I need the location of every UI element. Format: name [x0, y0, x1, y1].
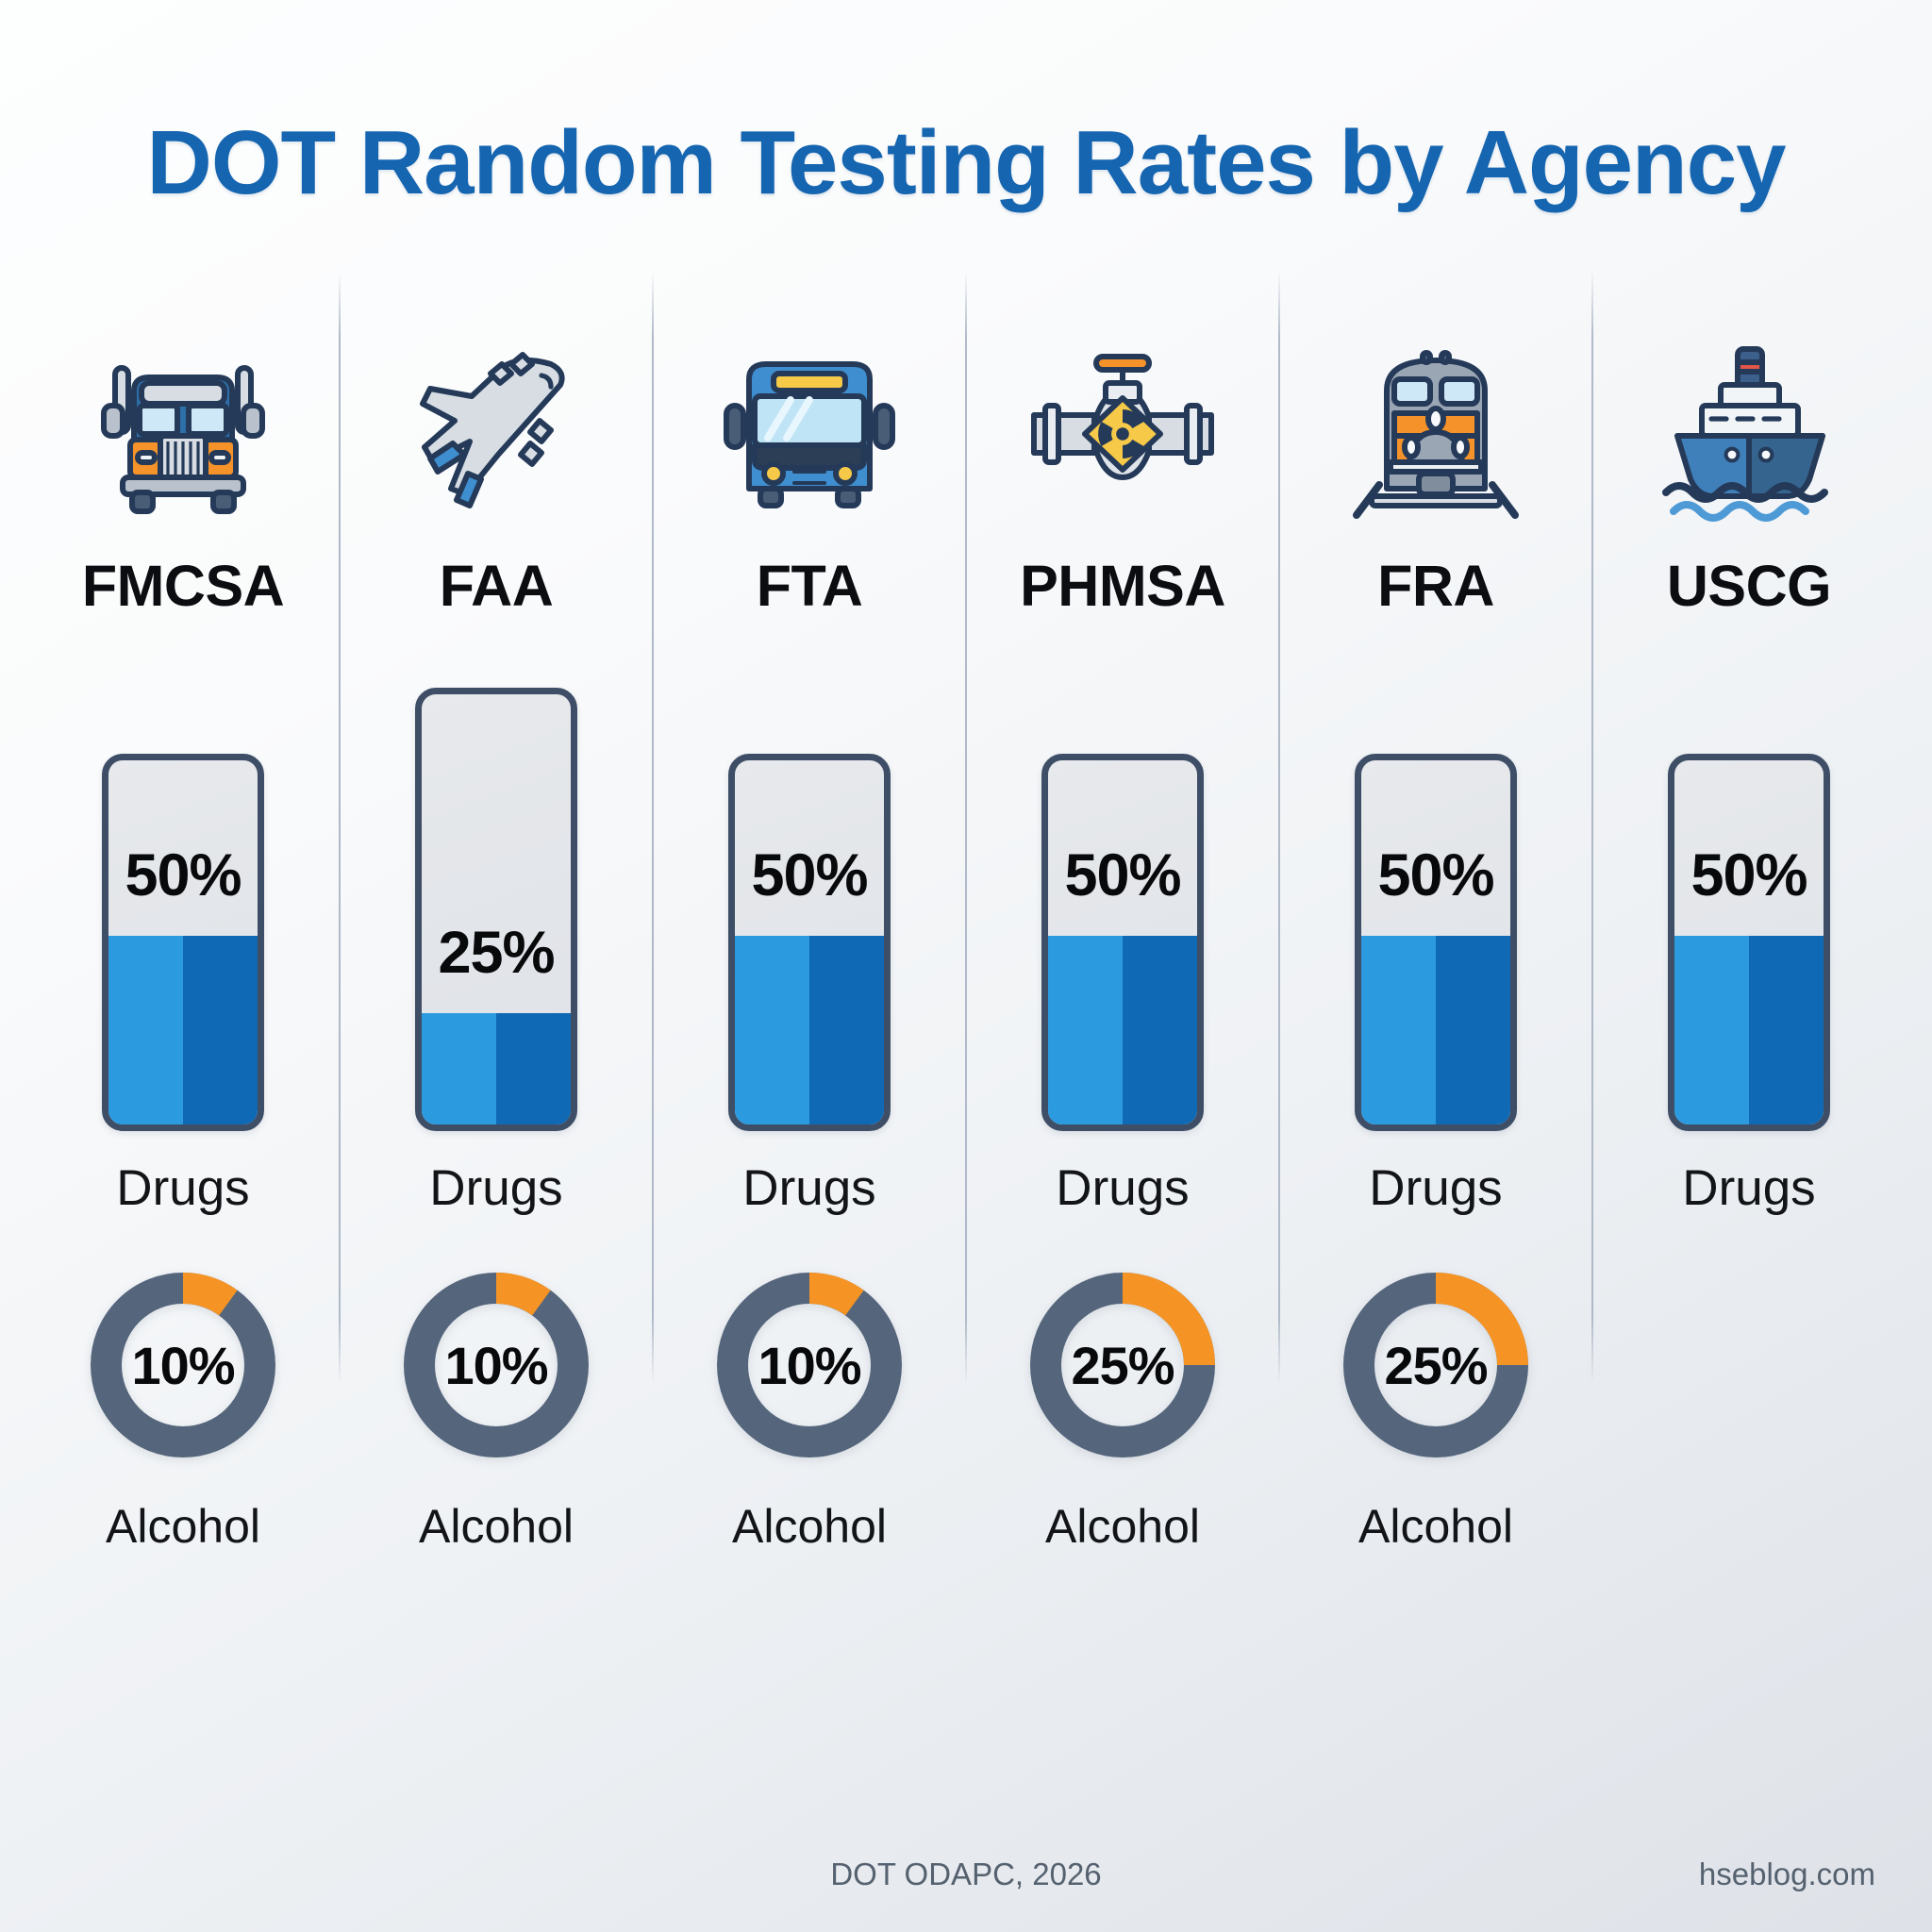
- agency-label: FRA: [1377, 554, 1494, 618]
- alcohol-rate-value: 10%: [131, 1335, 235, 1395]
- agency-grid: FMCSA 50% Drugs 10% Alcohol FAA 25% Drugs 10%…: [26, 271, 1906, 1807]
- alcohol-donut-caption: Alcohol: [106, 1500, 260, 1553]
- train-icon: [1341, 333, 1530, 531]
- drug-bar-fill: [735, 936, 884, 1124]
- drug-bar-fill-dark: [1123, 936, 1197, 1124]
- agency-label: FAA: [439, 554, 554, 618]
- drug-bar-fill-dark: [1436, 936, 1510, 1124]
- drug-bar-fill: [1674, 936, 1824, 1124]
- alcohol-rate-value: 25%: [1384, 1335, 1488, 1395]
- footer-source: DOT ODAPC, 2026: [830, 1857, 1102, 1891]
- drug-bar-caption: Drugs: [1682, 1160, 1816, 1216]
- alcohol-donut-slot: 25%: [1343, 1254, 1528, 1476]
- drug-bar-caption: Drugs: [742, 1160, 876, 1216]
- alcohol-rate-donut[interactable]: 25%: [1030, 1273, 1215, 1457]
- drug-bar-fill-light: [1361, 936, 1436, 1124]
- agency-label: FTA: [756, 554, 863, 618]
- agency-label: FMCSA: [81, 554, 285, 618]
- drug-rate-bar[interactable]: 50%: [728, 754, 891, 1131]
- drug-bar-slot: 50%: [102, 641, 264, 1131]
- drug-bar-caption: Drugs: [1056, 1160, 1190, 1216]
- drug-bar-fill-dark: [809, 936, 884, 1124]
- alcohol-donut-caption: Alcohol: [732, 1500, 887, 1553]
- drug-bar-fill-dark: [496, 1013, 571, 1124]
- alcohol-donut-caption: Alcohol: [419, 1500, 574, 1553]
- drug-bar-fill: [422, 1013, 571, 1124]
- alcohol-rate-donut[interactable]: 25%: [1343, 1273, 1528, 1457]
- alcohol-donut-caption: Alcohol: [1045, 1500, 1200, 1553]
- drug-rate-value: 25%: [438, 920, 555, 986]
- ship-icon: [1655, 333, 1843, 531]
- drug-rate-bar[interactable]: 50%: [102, 754, 264, 1131]
- alcohol-donut-caption: Alcohol: [1358, 1500, 1513, 1553]
- drug-bar-fill-light: [1048, 936, 1123, 1124]
- bus-icon: [715, 333, 904, 531]
- drug-bar-slot: 50%: [728, 641, 891, 1131]
- agency-label: USCG: [1666, 554, 1832, 618]
- drug-bar-caption: Drugs: [116, 1160, 250, 1216]
- agency-label: PHMSA: [1020, 554, 1225, 618]
- page-title: DOT Random Testing Rates by Agency: [146, 112, 1787, 213]
- agency-column-uscg: USCG 50% Drugs: [1591, 271, 1906, 1807]
- agency-column-phmsa: PHMSA 50% Drugs 25% Alcohol: [965, 271, 1279, 1807]
- alcohol-donut-slot: 10%: [717, 1254, 902, 1476]
- drug-bar-fill-light: [422, 1013, 496, 1124]
- drug-bar-fill: [1361, 936, 1510, 1124]
- drug-bar-slot: 25%: [415, 641, 577, 1131]
- drug-bar-fill: [1048, 936, 1197, 1124]
- alcohol-rate-donut[interactable]: 10%: [91, 1273, 275, 1457]
- alcohol-donut-slot: 10%: [91, 1254, 275, 1476]
- drug-bar-fill: [108, 936, 258, 1124]
- alcohol-rate-value: 25%: [1071, 1335, 1174, 1395]
- alcohol-rate-value: 10%: [758, 1335, 861, 1395]
- alcohol-rate-donut[interactable]: 10%: [404, 1273, 589, 1457]
- alcohol-rate-donut[interactable]: 10%: [717, 1273, 902, 1457]
- drug-bar-caption: Drugs: [429, 1160, 563, 1216]
- airplane-icon: [402, 333, 591, 531]
- drug-rate-bar[interactable]: 50%: [1355, 754, 1517, 1131]
- drug-rate-bar[interactable]: 50%: [1041, 754, 1204, 1131]
- footer-brand: hseblog.com: [1698, 1857, 1875, 1891]
- alcohol-rate-value: 10%: [444, 1335, 548, 1395]
- agency-column-fmcsa: FMCSA 50% Drugs 10% Alcohol: [26, 325, 340, 1807]
- drug-bar-fill-dark: [183, 936, 258, 1124]
- drug-bar-slot: 50%: [1355, 641, 1517, 1131]
- drug-bar-fill-light: [1674, 936, 1749, 1124]
- drug-bar-fill-light: [108, 936, 183, 1124]
- pipeline-valve-icon: [1028, 333, 1217, 531]
- alcohol-donut-slot: 25%: [1030, 1254, 1215, 1476]
- drug-bar-fill-dark: [1749, 936, 1824, 1124]
- drug-bar-caption: Drugs: [1369, 1160, 1503, 1216]
- drug-rate-value: 50%: [125, 842, 242, 908]
- drug-rate-value: 50%: [1690, 842, 1807, 908]
- drug-rate-value: 50%: [751, 842, 868, 908]
- drug-bar-slot: 50%: [1041, 641, 1204, 1131]
- agency-column-fta: FTA 50% Drugs 10% Alcohol: [652, 271, 966, 1807]
- drug-rate-bar[interactable]: 25%: [415, 688, 577, 1131]
- drug-bar-slot: 50%: [1668, 641, 1830, 1131]
- drug-rate-bar[interactable]: 50%: [1668, 754, 1830, 1131]
- agency-column-faa: FAA 25% Drugs 10% Alcohol: [339, 271, 653, 1807]
- drug-rate-value: 50%: [1377, 842, 1494, 908]
- alcohol-donut-slot: 10%: [404, 1254, 589, 1476]
- drug-rate-value: 50%: [1064, 842, 1181, 908]
- agency-column-fra: FRA 50% Drugs 25% Alcohol: [1278, 271, 1592, 1807]
- truck-icon: [89, 333, 277, 531]
- drug-bar-fill-light: [735, 936, 809, 1124]
